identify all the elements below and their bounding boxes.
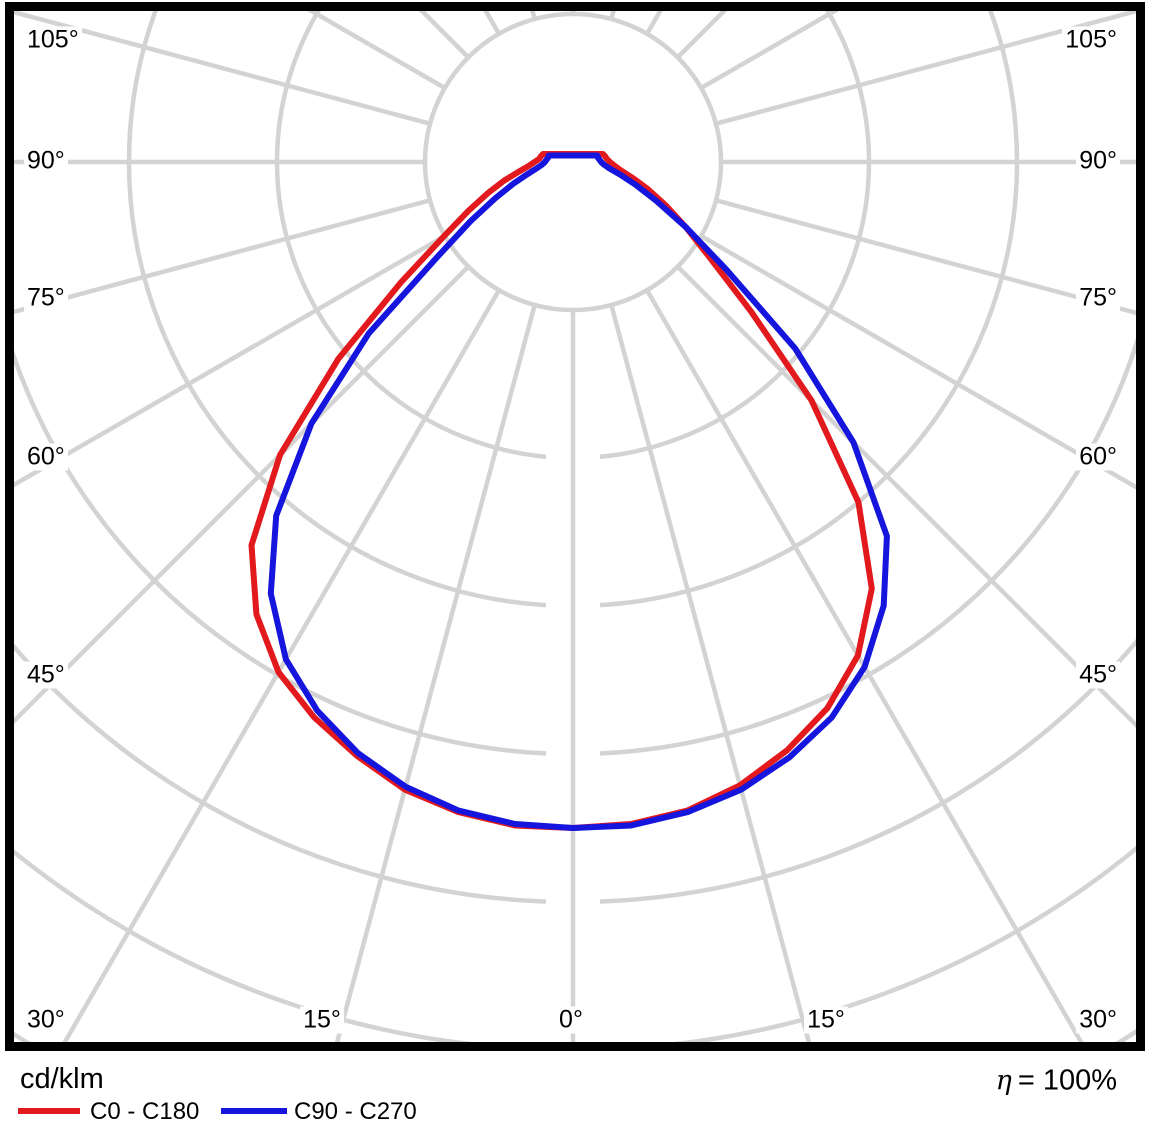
angle-label: 45° [1076, 661, 1120, 689]
grid-ray [14, 198, 431, 315]
angle-label: 75° [1076, 284, 1120, 312]
plot-border [5, 2, 1145, 1051]
angle-label: 15° [804, 1006, 848, 1034]
grid-ray [645, 289, 1084, 1042]
grid-ray [715, 198, 1136, 316]
curve-c0-c180 [248, 151, 875, 831]
angle-label: 90° [24, 147, 68, 175]
angle-label: 45° [24, 661, 68, 689]
grid-ray [676, 265, 1136, 729]
grid-ray [14, 234, 446, 488]
plot-area [14, 11, 1136, 1042]
legend-swatch-c90-c270 [221, 1108, 287, 1114]
angle-label: 30° [24, 1006, 68, 1034]
angle-label: 75° [24, 284, 68, 312]
legend-label-c0-c180: C0 - C180 [90, 1098, 200, 1125]
angle-label: 0° [556, 1006, 586, 1034]
grid-ray [334, 304, 537, 1042]
legend-label-c90-c270: C90 - C270 [294, 1098, 417, 1125]
eta-value: = 100% [1017, 1064, 1117, 1097]
eta-symbol: η [995, 1065, 1012, 1097]
angle-label: 90° [1076, 147, 1120, 175]
grid-ray [715, 11, 1136, 126]
angle-label: 105° [1062, 26, 1120, 54]
grid-ring [422, 11, 724, 313]
angle-label: 105° [24, 26, 82, 54]
efficiency-value: η = 100% [996, 1065, 1117, 1098]
polar-diagram [5, 2, 1145, 1051]
grid-ray [62, 289, 501, 1042]
grid-ray [14, 265, 470, 725]
grid-ring [14, 337, 1136, 757]
legend-swatch-c0-c180 [18, 1108, 80, 1114]
grid-ray [609, 304, 812, 1042]
angle-label: 60° [24, 443, 68, 471]
angle-label: 30° [1076, 1006, 1120, 1034]
angle-label: 60° [1076, 443, 1120, 471]
grid-ray [14, 11, 431, 126]
curve-c90-c270 [267, 152, 890, 831]
units-label: cd/klm [20, 1063, 104, 1095]
grid-ray [700, 234, 1136, 490]
angle-label: 15° [300, 1006, 344, 1034]
